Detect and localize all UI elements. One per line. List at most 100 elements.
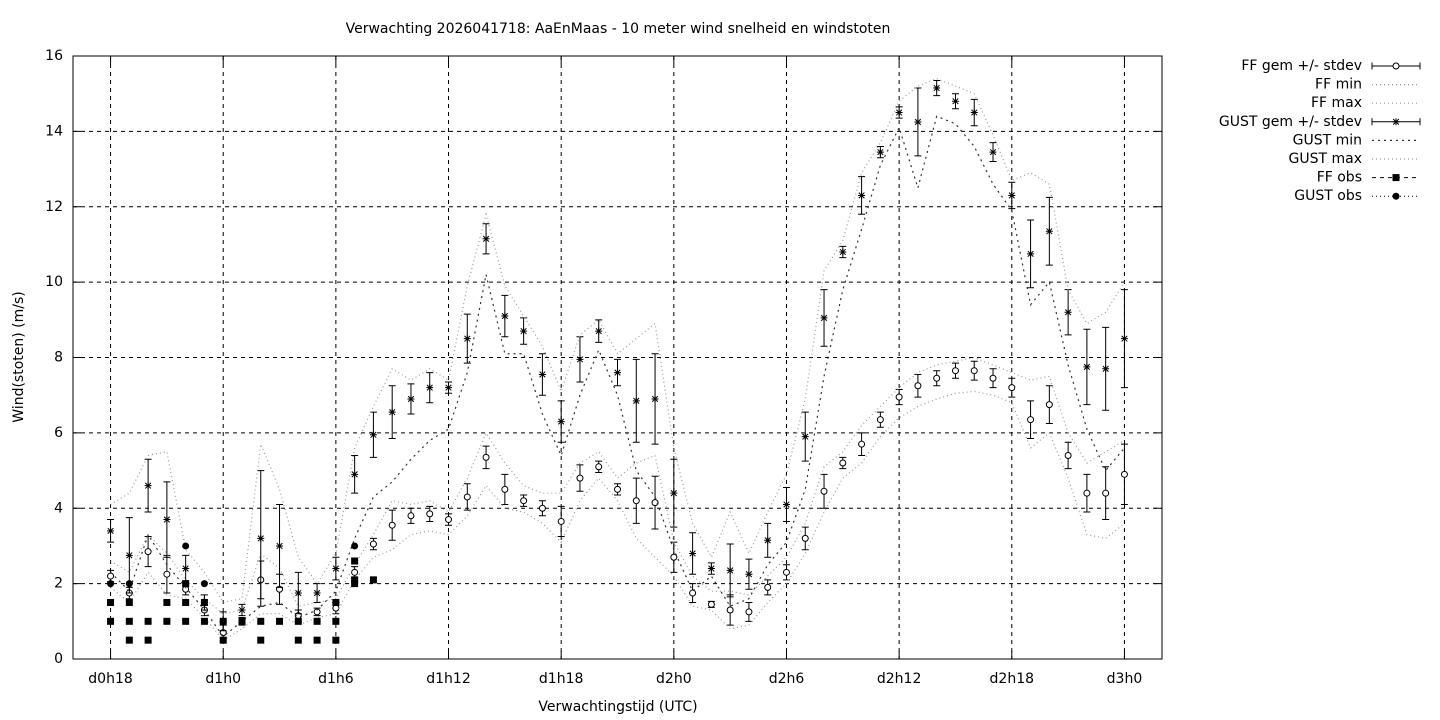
- data-point: [125, 617, 133, 625]
- data-point: [1120, 470, 1128, 478]
- data-point: [764, 583, 772, 591]
- legend-label: FF max: [1311, 95, 1362, 111]
- data-point: [351, 542, 359, 550]
- data-point: [313, 636, 321, 644]
- data-point: [614, 485, 621, 493]
- data-point: [351, 557, 359, 565]
- data-point: [707, 565, 715, 573]
- data-point: [294, 589, 302, 597]
- data-point: [332, 604, 340, 612]
- x-tick-label: d3h0: [1107, 671, 1143, 687]
- data-point: [276, 617, 284, 625]
- data-point: [313, 589, 321, 597]
- data-point: [238, 606, 246, 614]
- data-point: [200, 580, 208, 588]
- data-point: [876, 416, 884, 424]
- data-point: [914, 382, 922, 390]
- y-tick-label: 2: [54, 576, 63, 592]
- data-point: [651, 395, 659, 403]
- series-line: [110, 77, 1125, 604]
- data-point: [1045, 401, 1053, 409]
- data-point: [820, 487, 828, 495]
- data-point: [689, 549, 697, 557]
- data-point: [426, 384, 434, 392]
- data-point: [876, 148, 884, 156]
- data-point: [1064, 451, 1072, 459]
- y-tick-label: 0: [54, 651, 63, 667]
- data-point: [182, 542, 190, 550]
- data-point: [351, 470, 359, 478]
- series-line: [110, 390, 1125, 641]
- data-point: [670, 489, 678, 497]
- data-point: [257, 617, 265, 625]
- data-point: [858, 191, 866, 199]
- y-tick-label: 6: [54, 425, 63, 441]
- data-point: [182, 565, 190, 573]
- data-point: [182, 580, 190, 588]
- data-point: [332, 598, 340, 606]
- data-point: [332, 636, 340, 644]
- legend-marker: [1392, 192, 1400, 200]
- data-point: [670, 553, 678, 561]
- data-point: [351, 576, 359, 584]
- data-point: [520, 327, 528, 335]
- data-point: [1027, 416, 1035, 424]
- data-point: [294, 636, 302, 644]
- data-point: [1027, 250, 1035, 258]
- data-point: [1008, 191, 1016, 199]
- x-tick-label: d0h18: [88, 671, 132, 687]
- data-point: [144, 636, 152, 644]
- data-point: [351, 568, 359, 576]
- data-point: [313, 617, 321, 625]
- data-point: [388, 408, 396, 416]
- x-tick-label: d2h12: [877, 671, 921, 687]
- data-point: [801, 534, 809, 542]
- data-point: [933, 84, 941, 92]
- legend-label: FF gem +/- stdev: [1241, 58, 1362, 74]
- data-point: [839, 248, 847, 256]
- data-point: [1120, 335, 1128, 343]
- data-point: [726, 606, 734, 614]
- data-point: [782, 500, 790, 508]
- data-point: [914, 118, 922, 126]
- data-point: [219, 636, 227, 644]
- data-point: [107, 617, 115, 625]
- data-point: [407, 395, 415, 403]
- data-point: [989, 148, 997, 156]
- legend-marker: [1392, 174, 1400, 182]
- data-point: [407, 512, 415, 520]
- data-point: [482, 235, 490, 243]
- data-point: [482, 453, 490, 461]
- data-point: [764, 536, 772, 544]
- data-point: [632, 497, 640, 505]
- data-point: [689, 589, 697, 597]
- data-point: [1008, 384, 1016, 392]
- data-point: [125, 580, 133, 588]
- data-point: [501, 312, 509, 320]
- data-point: [970, 367, 978, 375]
- data-point: [107, 572, 115, 580]
- legend-label: GUST max: [1289, 151, 1363, 167]
- y-tick-label: 10: [45, 274, 63, 290]
- data-point: [1102, 489, 1110, 497]
- data-point: [144, 548, 152, 556]
- data-point: [144, 482, 152, 490]
- data-point: [351, 580, 359, 588]
- x-tick-label: d1h12: [426, 671, 470, 687]
- data-point: [163, 598, 171, 606]
- legend-label: FF min: [1315, 77, 1362, 93]
- data-point: [369, 540, 377, 548]
- data-point: [238, 617, 246, 625]
- data-point: [1102, 365, 1110, 373]
- data-point: [1045, 227, 1053, 235]
- data-point: [1083, 363, 1091, 371]
- data-point: [144, 617, 152, 625]
- data-point: [294, 617, 302, 625]
- data-point: [426, 510, 434, 518]
- data-point: [801, 433, 809, 441]
- y-tick-label: 8: [54, 350, 63, 366]
- data-point: [614, 369, 621, 377]
- data-point: [782, 568, 790, 576]
- data-point: [463, 493, 471, 501]
